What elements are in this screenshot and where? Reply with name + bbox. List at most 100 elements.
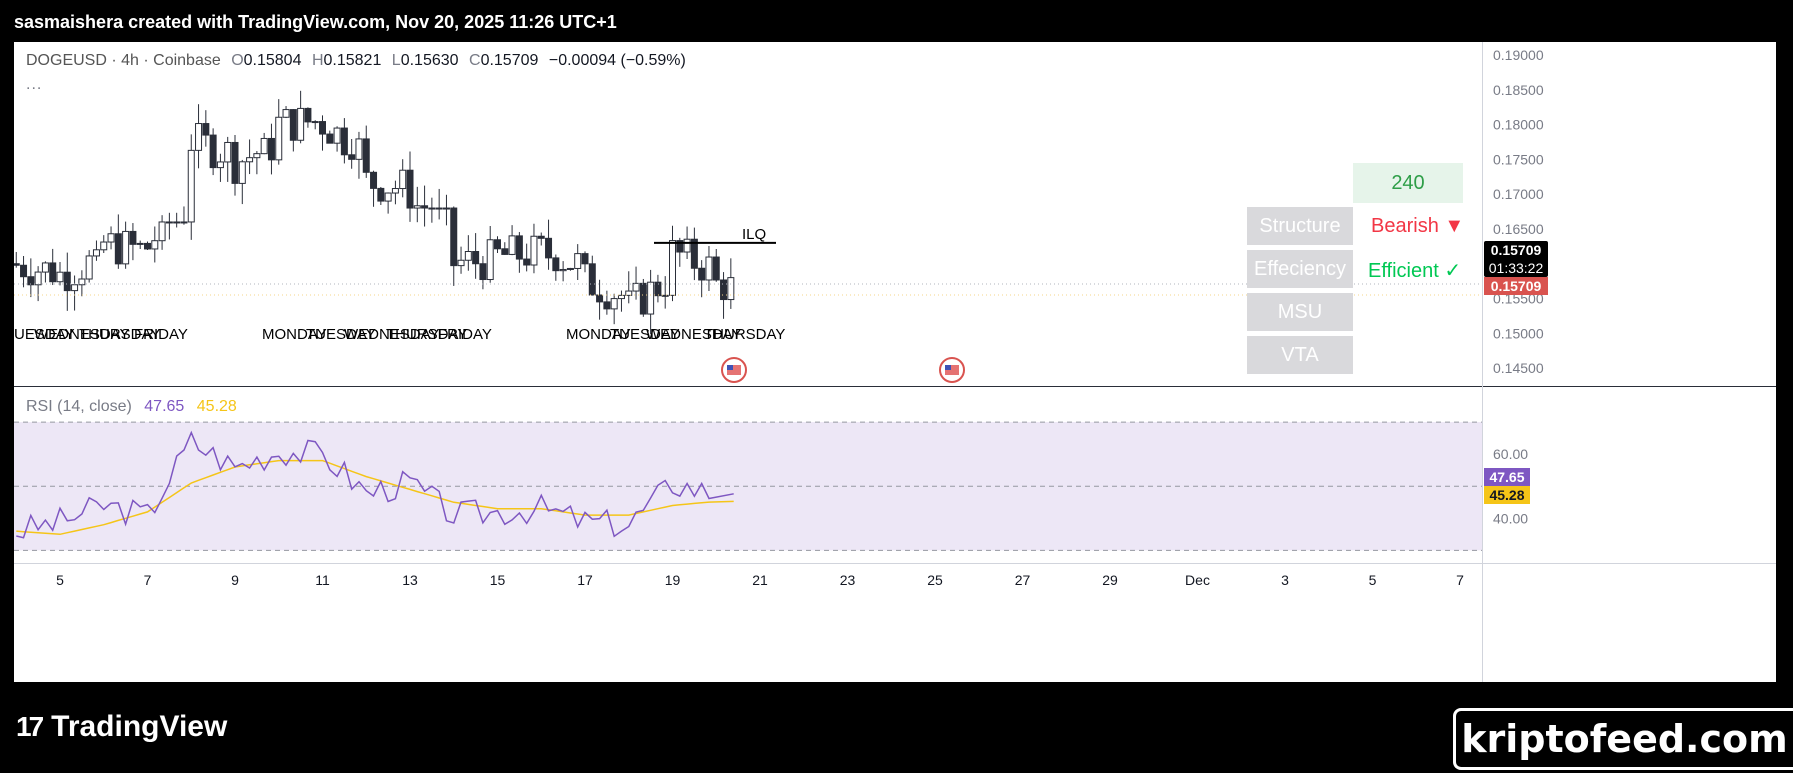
candle-body [632,282,640,292]
time-tick-label: 13 [402,572,418,588]
candle-body [311,121,319,124]
low-label: L [391,52,401,69]
rsi-line [16,430,734,539]
weekday-label: THURSDAY [386,326,467,343]
time-tick-label: 23 [840,572,856,588]
candle-body [377,187,385,202]
weekday-label: WEDNESDAY [646,326,742,343]
candle-body [56,271,64,283]
candle-body [107,233,115,243]
candle-body [486,239,494,281]
candle-body [224,141,232,163]
time-tick-label: 3 [1281,572,1289,588]
rsi-title[interactable]: RSI (14, close) [26,398,132,415]
time-axis-border [14,563,1776,564]
time-tick-label: 21 [752,572,768,588]
candle-body [165,221,173,224]
candle-body [617,294,625,300]
candle-body [14,263,20,266]
candle-body [144,242,151,250]
time-tick-label: 5 [1369,572,1377,588]
weekday-label: TUESDAY [306,326,376,343]
candle-body [530,235,538,266]
candle-body [712,256,720,281]
tradingview-logo[interactable]: 17 TradingView [16,707,227,747]
candle-body [523,258,531,266]
candle-body [20,264,28,278]
timeframe-box: 240 [1353,163,1463,203]
close-label: C [469,52,481,69]
efficiency-label: Effeciency [1247,250,1353,288]
chart-frame[interactable]: 60.00 40.00 ILQ UESDAY WEDNESDAY THURSDAY FRI… [14,42,1776,682]
candles [14,90,735,335]
candle-body [391,188,399,194]
candle-body [319,121,326,135]
candle-body [216,161,224,169]
msu-label: MSU [1247,293,1353,331]
legend-more-button[interactable]: ... [26,76,43,93]
candle-body [297,107,305,141]
change-value: −0.00094 (−0.59%) [548,52,686,69]
candle-body [92,249,100,257]
low-value: 0.15630 [400,52,459,69]
candle-body [114,233,122,265]
time-tick-label: 9 [231,572,239,588]
candle-body [304,107,312,123]
weekday-label: MONDAY [566,326,631,343]
time-tick-label: 27 [1015,572,1031,588]
candle-body [289,109,297,141]
candle-body [122,230,130,265]
time-tick-label: Dec [1185,572,1210,588]
candle-body [727,277,735,301]
price-tick-label: 0.15000 [1493,325,1544,341]
candle-body [187,149,195,223]
candle-body [195,123,203,151]
candle-body [253,153,261,159]
weekday-label: WEDNESDAY [34,326,130,343]
price-tick-label: 0.18000 [1493,117,1544,133]
kriptofeed-watermark: kriptofeed.com [1453,708,1793,770]
candle-body [413,205,421,209]
candle-body [639,282,647,315]
rsi-value: 47.65 [144,398,185,415]
rsi-tick-label: 40.00 [1493,510,1528,526]
rsi-value-tag: 47.65 [1484,468,1530,486]
price-tick-label: 0.17500 [1493,151,1544,167]
candle-body [355,138,363,160]
symbol-label[interactable]: DOGEUSD · 4h · Coinbase [26,52,221,69]
candle-body [464,251,472,261]
last-price-value: 0.15709 [1490,242,1542,258]
candle-body [78,278,86,286]
candle-body [399,169,407,190]
candle-body [559,268,567,272]
candle-body [158,221,166,242]
price-tick-label: 0.16500 [1493,221,1544,237]
candle-body [698,267,706,281]
candle-body [479,263,487,281]
candle-body [494,239,501,250]
candle-body [85,255,93,280]
rsi-pane: 60.00 40.00 [14,421,1528,551]
pane-separator[interactable] [14,386,1776,387]
close-value: 0.15709 [480,52,539,69]
open-label: O [231,52,244,69]
candle-body [545,237,553,259]
candle-body [603,301,611,310]
structure-value: Bearish ▼ [1371,215,1465,237]
candle-body [552,257,560,272]
candle-body [596,294,604,303]
tradingview-logo-text: TradingView [51,710,228,743]
weekday-label: WEDNESDAY [344,326,440,343]
candle-body [267,137,275,161]
candle-body [238,161,246,184]
candle-body [574,253,582,269]
weekday-label: FRIDAY [438,326,492,343]
candle-body [610,298,618,310]
axes: 5 7 9 11 13 15 17 19 21 23 25 27 29 Dec 3 5 7 0.19000 0.18… [56,47,1544,588]
candle-body [428,207,436,210]
weekday-label: UESDAY [14,326,75,343]
candle-body [515,235,523,260]
candle-body [151,240,159,250]
candle-body [406,169,414,209]
